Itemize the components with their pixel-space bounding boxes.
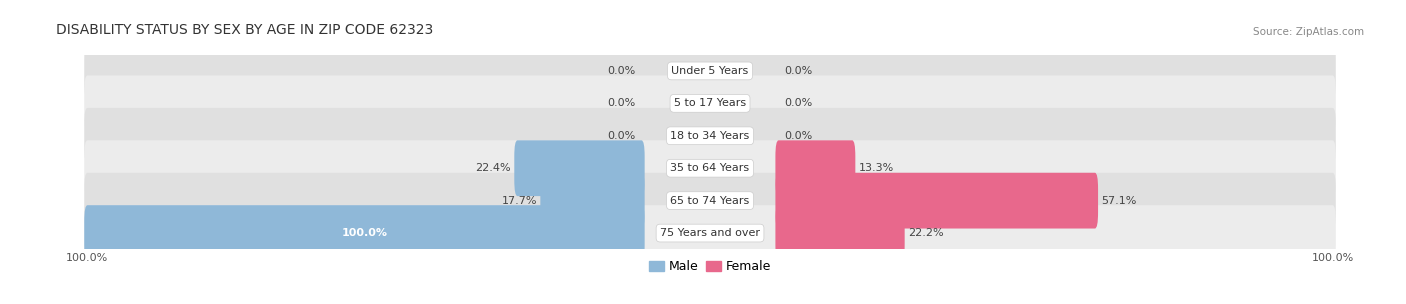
Text: DISABILITY STATUS BY SEX BY AGE IN ZIP CODE 62323: DISABILITY STATUS BY SEX BY AGE IN ZIP C… — [56, 23, 433, 37]
Text: 35 to 64 Years: 35 to 64 Years — [671, 163, 749, 173]
FancyBboxPatch shape — [776, 140, 855, 196]
Text: 22.4%: 22.4% — [475, 163, 512, 173]
FancyBboxPatch shape — [84, 173, 1336, 229]
Text: 13.3%: 13.3% — [859, 163, 894, 173]
Text: 0.0%: 0.0% — [785, 98, 813, 108]
Text: 65 to 74 Years: 65 to 74 Years — [671, 196, 749, 206]
FancyBboxPatch shape — [84, 75, 1336, 131]
Text: 22.2%: 22.2% — [908, 228, 943, 238]
FancyBboxPatch shape — [515, 140, 644, 196]
Text: 5 to 17 Years: 5 to 17 Years — [673, 98, 747, 108]
Text: 57.1%: 57.1% — [1101, 196, 1136, 206]
FancyBboxPatch shape — [776, 173, 1098, 229]
FancyBboxPatch shape — [84, 43, 1336, 99]
Text: Source: ZipAtlas.com: Source: ZipAtlas.com — [1253, 27, 1364, 37]
FancyBboxPatch shape — [776, 205, 904, 261]
Text: 75 Years and over: 75 Years and over — [659, 228, 761, 238]
FancyBboxPatch shape — [84, 140, 1336, 196]
Text: Under 5 Years: Under 5 Years — [672, 66, 748, 76]
Text: 17.7%: 17.7% — [502, 196, 537, 206]
Text: 0.0%: 0.0% — [607, 98, 636, 108]
Text: 0.0%: 0.0% — [607, 131, 636, 141]
Text: 0.0%: 0.0% — [785, 131, 813, 141]
Text: 100.0%: 100.0% — [342, 228, 388, 238]
Legend: Male, Female: Male, Female — [644, 255, 776, 278]
Text: 0.0%: 0.0% — [785, 66, 813, 76]
FancyBboxPatch shape — [84, 205, 644, 261]
FancyBboxPatch shape — [540, 173, 644, 229]
Text: 18 to 34 Years: 18 to 34 Years — [671, 131, 749, 141]
FancyBboxPatch shape — [84, 108, 1336, 164]
Text: 0.0%: 0.0% — [607, 66, 636, 76]
FancyBboxPatch shape — [84, 205, 1336, 261]
